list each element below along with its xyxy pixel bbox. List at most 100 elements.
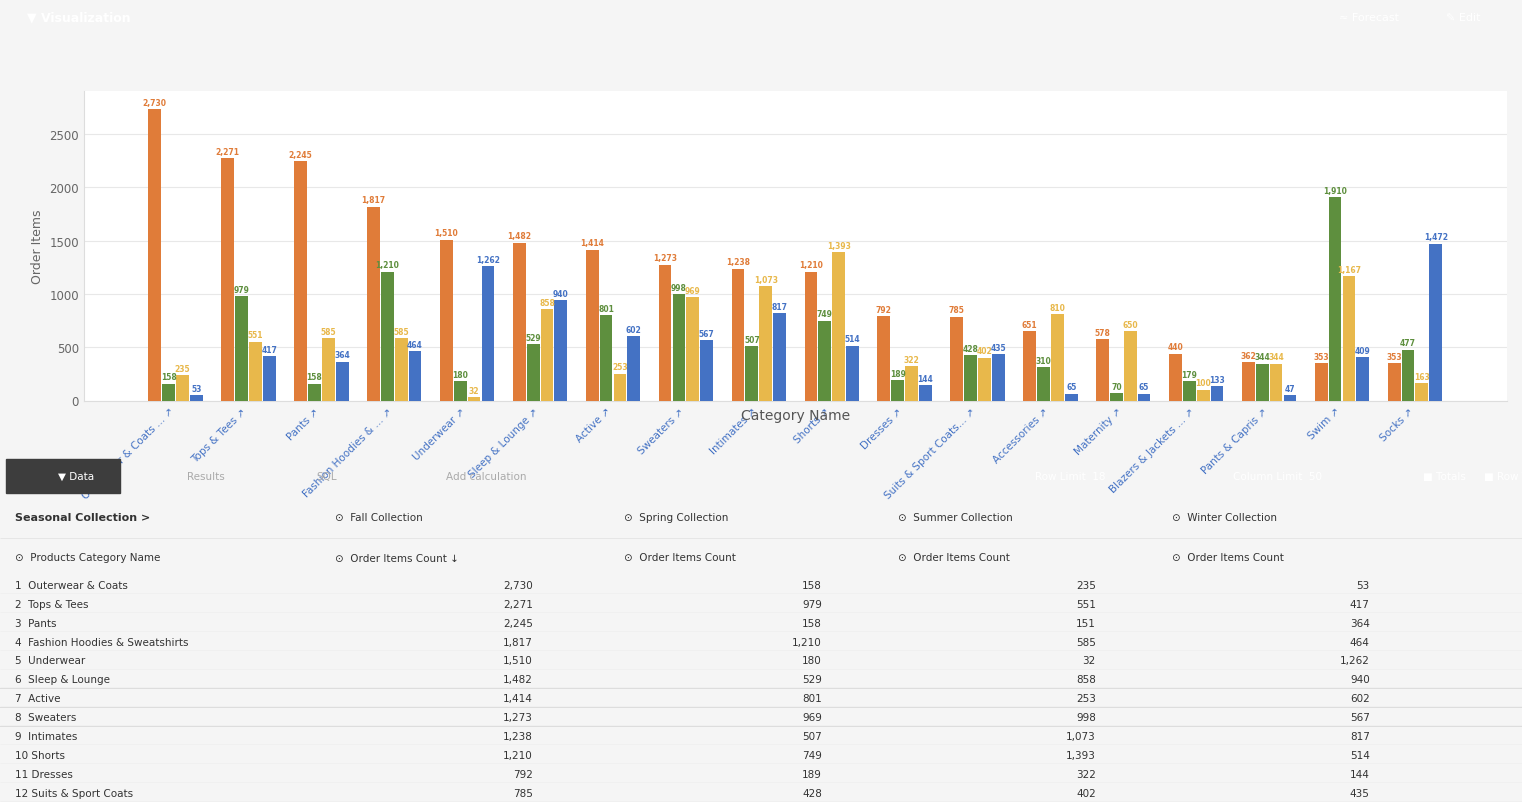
Text: 801: 801 (802, 694, 822, 703)
Text: 602: 602 (626, 326, 642, 334)
Text: 163: 163 (1414, 372, 1429, 381)
Text: 1,910: 1,910 (1323, 186, 1347, 196)
Text: 969: 969 (685, 286, 700, 295)
Bar (323, 338, 335, 401)
Text: 9  Intimates: 9 Intimates (15, 731, 78, 741)
Bar (307, 384, 321, 401)
Text: 979: 979 (802, 599, 822, 609)
Text: 253: 253 (1076, 694, 1096, 703)
Text: ■ Totals: ■ Totals (1423, 472, 1466, 481)
Bar (965, 355, 977, 401)
Text: 2,245: 2,245 (289, 151, 312, 160)
Bar (1429, 245, 1443, 401)
Text: Column Limit  50: Column Limit 50 (1233, 472, 1321, 481)
Text: 47: 47 (1285, 385, 1295, 394)
Text: 53: 53 (1356, 581, 1370, 590)
Bar (0, 539, 1522, 540)
Text: ⊙  Order Items Count ↓: ⊙ Order Items Count ↓ (335, 553, 458, 563)
Text: 1,510: 1,510 (502, 656, 533, 666)
Bar (1283, 396, 1297, 401)
Text: 253: 253 (612, 363, 627, 371)
Bar (906, 367, 918, 401)
Text: 1,167: 1,167 (1336, 265, 1361, 274)
Text: 792: 792 (513, 769, 533, 779)
Bar (190, 395, 202, 401)
Bar (613, 374, 626, 401)
Text: ⊙  Summer Collection: ⊙ Summer Collection (898, 512, 1012, 523)
Text: 362: 362 (1240, 351, 1256, 360)
Bar (367, 208, 380, 401)
Text: 144: 144 (918, 375, 933, 383)
Text: ▼ Visualization: ▼ Visualization (27, 11, 131, 25)
Bar (759, 287, 772, 401)
Text: ⊙  Order Items Count: ⊙ Order Items Count (1172, 553, 1285, 563)
Text: 409: 409 (1355, 346, 1371, 355)
Text: 6  Sleep & Lounge: 6 Sleep & Lounge (15, 674, 110, 684)
Text: 1,238: 1,238 (502, 731, 533, 741)
Bar (467, 398, 481, 401)
Text: 1,482: 1,482 (507, 232, 531, 241)
Text: 10 Shorts: 10 Shorts (15, 750, 65, 759)
Text: Add calculation: Add calculation (446, 472, 527, 481)
Text: 53: 53 (192, 384, 201, 393)
Text: 1,210: 1,210 (791, 637, 822, 646)
Text: 1,073: 1,073 (1065, 731, 1096, 741)
Text: 353: 353 (1313, 352, 1329, 361)
Text: 585: 585 (1076, 637, 1096, 646)
Bar (177, 376, 189, 401)
Text: 514: 514 (845, 335, 860, 344)
Text: 180: 180 (452, 371, 469, 379)
Bar (1402, 350, 1414, 401)
Text: 2,730: 2,730 (143, 99, 167, 108)
Text: 364: 364 (335, 351, 350, 360)
Text: 810: 810 (1049, 303, 1065, 313)
Text: 235: 235 (1076, 581, 1096, 590)
Text: 235: 235 (175, 365, 190, 374)
Text: 428: 428 (962, 344, 979, 353)
Text: 817: 817 (1350, 731, 1370, 741)
Text: 32: 32 (1082, 656, 1096, 666)
Bar (440, 241, 452, 401)
Bar (686, 298, 699, 401)
Bar (878, 317, 890, 401)
Bar (6, 459, 120, 494)
Text: 1,210: 1,210 (799, 261, 823, 269)
Bar (540, 310, 554, 401)
Text: 151: 151 (1076, 618, 1096, 628)
Bar (513, 243, 525, 401)
Text: 440: 440 (1167, 342, 1183, 352)
Text: 998: 998 (1076, 712, 1096, 722)
Bar (1065, 394, 1078, 401)
Text: 477: 477 (1400, 339, 1415, 348)
Text: ▼ Data: ▼ Data (58, 472, 94, 481)
Text: 464: 464 (1350, 637, 1370, 646)
Bar (746, 347, 758, 401)
Bar (1183, 382, 1196, 401)
Text: 567: 567 (1350, 712, 1370, 722)
Text: 428: 428 (802, 788, 822, 797)
Text: 1,262: 1,262 (1339, 656, 1370, 666)
Text: 2,271: 2,271 (216, 148, 239, 157)
Text: 1,482: 1,482 (502, 674, 533, 684)
Text: 402: 402 (1076, 788, 1096, 797)
Text: 858: 858 (1076, 674, 1096, 684)
Text: 1,414: 1,414 (580, 239, 604, 248)
Bar (336, 363, 349, 401)
Text: 792: 792 (875, 306, 892, 314)
Text: 969: 969 (802, 712, 822, 722)
Text: 1,238: 1,238 (726, 258, 750, 267)
Bar (979, 358, 991, 401)
Bar (380, 272, 394, 401)
Text: 12 Suits & Sport Coats: 12 Suits & Sport Coats (15, 788, 134, 797)
Text: 817: 817 (772, 302, 787, 312)
Text: 979: 979 (233, 286, 250, 294)
Text: 998: 998 (671, 283, 686, 293)
Text: 158: 158 (802, 581, 822, 590)
Bar (1036, 368, 1050, 401)
Text: 940: 940 (1350, 674, 1370, 684)
Text: 551: 551 (248, 331, 263, 340)
Text: 65: 65 (1065, 383, 1076, 391)
Text: 7  Active: 7 Active (15, 694, 61, 703)
Text: 507: 507 (744, 336, 759, 345)
Text: 2,271: 2,271 (502, 599, 533, 609)
